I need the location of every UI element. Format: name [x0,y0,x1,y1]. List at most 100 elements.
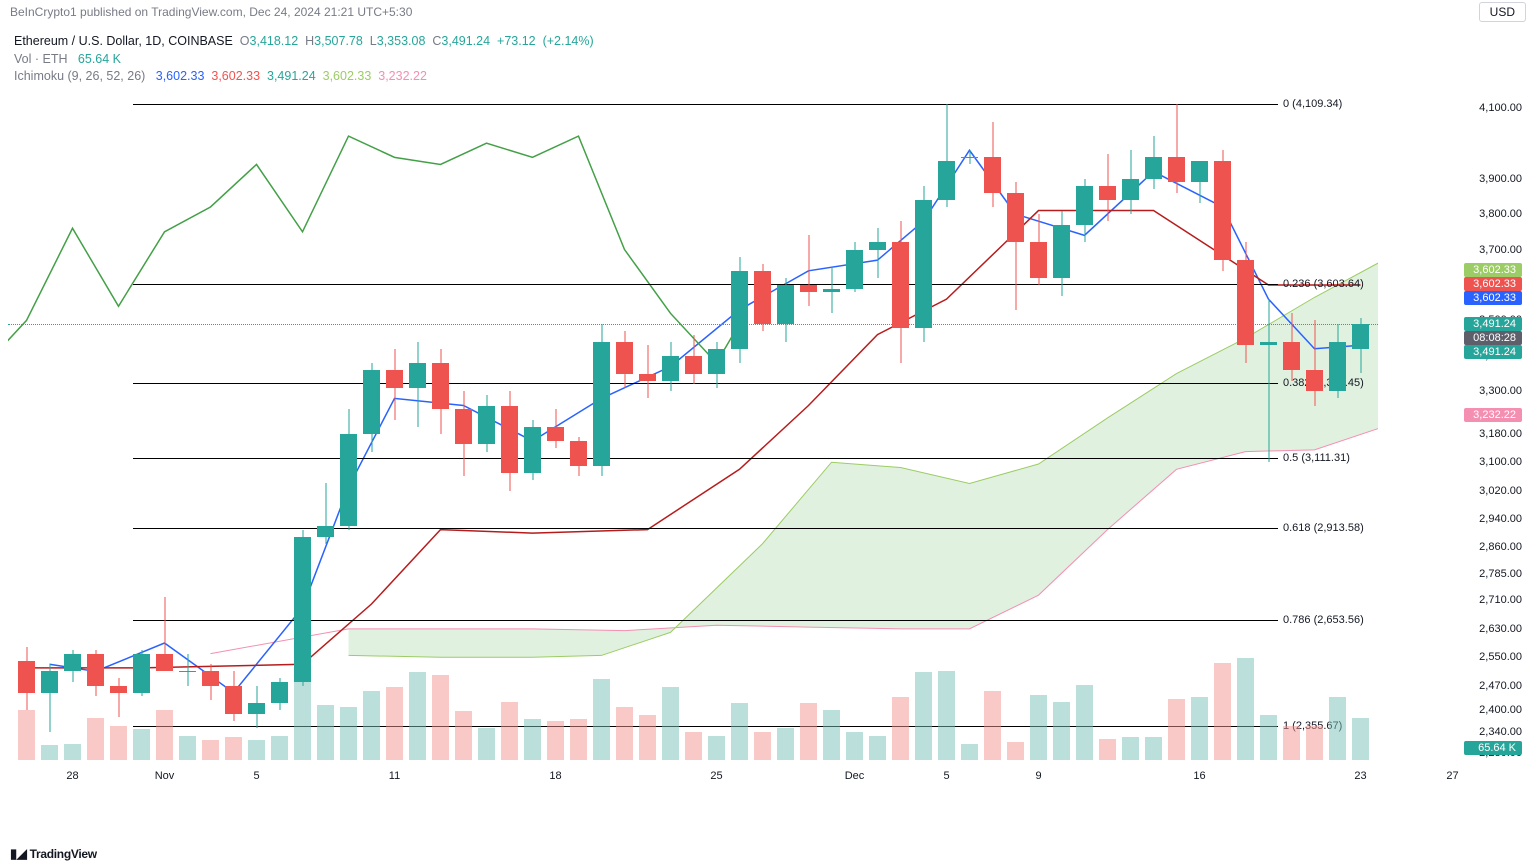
candle [294,90,311,760]
candle [340,90,357,760]
candle [524,90,541,760]
candle [1352,90,1369,760]
candle [432,90,449,760]
candle [156,90,173,760]
candle [18,90,35,760]
candle [409,90,426,760]
candle [662,90,679,760]
candle [110,90,127,760]
x-tick: 28 [66,770,78,782]
y-tick: 2,470.00 [1479,680,1522,692]
candle [1099,90,1116,760]
candle [708,90,725,760]
candle [570,90,587,760]
candle [202,90,219,760]
candle [1260,90,1277,760]
open-label: O [240,34,250,48]
volume-info-line: Vol · ETH 65.64 K [14,52,121,66]
x-tick: 18 [549,770,561,782]
candle [593,90,610,760]
attribution-text: BeInCrypto1 published on TradingView.com… [10,5,412,19]
y-tick: 3,700.00 [1479,244,1522,256]
chikou-value: 3,491.24 [267,69,316,83]
low-label: L [370,34,377,48]
y-tick: 4,100.00 [1479,102,1522,114]
candle [846,90,863,760]
x-tick: 23 [1354,770,1366,782]
candle [800,90,817,760]
candle [961,90,978,760]
low-value: 3,353.08 [377,34,426,48]
y-tick: 2,940.00 [1479,513,1522,525]
candle [133,90,150,760]
y-tick: 2,785.00 [1479,568,1522,580]
price-tag: 3,602.33 [1464,291,1522,305]
logo-icon: ▮◢ [10,846,27,861]
y-tick: 2,400.00 [1479,704,1522,716]
candle [363,90,380,760]
x-tick: 25 [710,770,722,782]
candle [1076,90,1093,760]
candle [478,90,495,760]
symbol-info-line: Ethereum / U.S. Dollar, 1D, COINBASE O3,… [14,34,594,48]
x-tick: 5 [253,770,259,782]
candle [1329,90,1346,760]
candle [984,90,1001,760]
ichimoku-label: Ichimoku (9, 26, 52, 26) [14,69,145,83]
candle [1122,90,1139,760]
y-tick: 2,340.00 [1479,726,1522,738]
candle [1191,90,1208,760]
price-tag: 3,602.33 [1464,263,1522,277]
x-tick: 16 [1193,770,1205,782]
candle [455,90,472,760]
candle [1168,90,1185,760]
y-tick: 3,180.00 [1479,428,1522,440]
candle [616,90,633,760]
candle [1237,90,1254,760]
price-tag: 3,491.24 [1464,345,1522,359]
candle [1053,90,1070,760]
close-value: 3,491.24 [441,34,490,48]
tradingview-logo: ▮◢ TradingView [10,846,97,862]
currency-button[interactable]: USD [1479,2,1526,22]
change-value: +73.12 [497,34,536,48]
candle [685,90,702,760]
high-label: H [305,34,314,48]
x-tick: 11 [389,770,400,782]
candle [386,90,403,760]
volume-label: Vol · ETH [14,52,68,66]
y-tick: 3,020.00 [1479,485,1522,497]
price-tag: 3,491.24 [1464,317,1522,331]
candle [87,90,104,760]
candle [731,90,748,760]
x-tick: 9 [1035,770,1041,782]
chart-area[interactable]: 0 (4,109.34)0.236 (3,603.64)0.382 (3,322… [8,90,1378,760]
y-tick: 3,800.00 [1479,208,1522,220]
candle [754,90,771,760]
candle [271,90,288,760]
y-tick: 2,710.00 [1479,594,1522,606]
candle [317,90,334,760]
top-bar: BeInCrypto1 published on TradingView.com… [0,0,1536,24]
candle [1030,90,1047,760]
candle [248,90,265,760]
candle [1145,90,1162,760]
kijun-value: 3,602.33 [211,69,260,83]
x-tick: Nov [155,770,175,782]
x-tick: 27 [1446,770,1458,782]
candle [915,90,932,760]
open-value: 3,418.12 [250,34,299,48]
high-value: 3,507.78 [314,34,363,48]
volume-price-tag: 65.64 K [1464,741,1522,755]
senkou-a-value: 3,602.33 [323,69,372,83]
x-tick: Dec [845,770,865,782]
candle [179,90,196,760]
candle [225,90,242,760]
candle [64,90,81,760]
y-tick: 3,900.00 [1479,173,1522,185]
candle [547,90,564,760]
logo-text: TradingView [30,847,97,861]
change-pct-value: (+2.14%) [543,34,594,48]
price-tag: 3,232.22 [1464,408,1522,422]
candle [869,90,886,760]
